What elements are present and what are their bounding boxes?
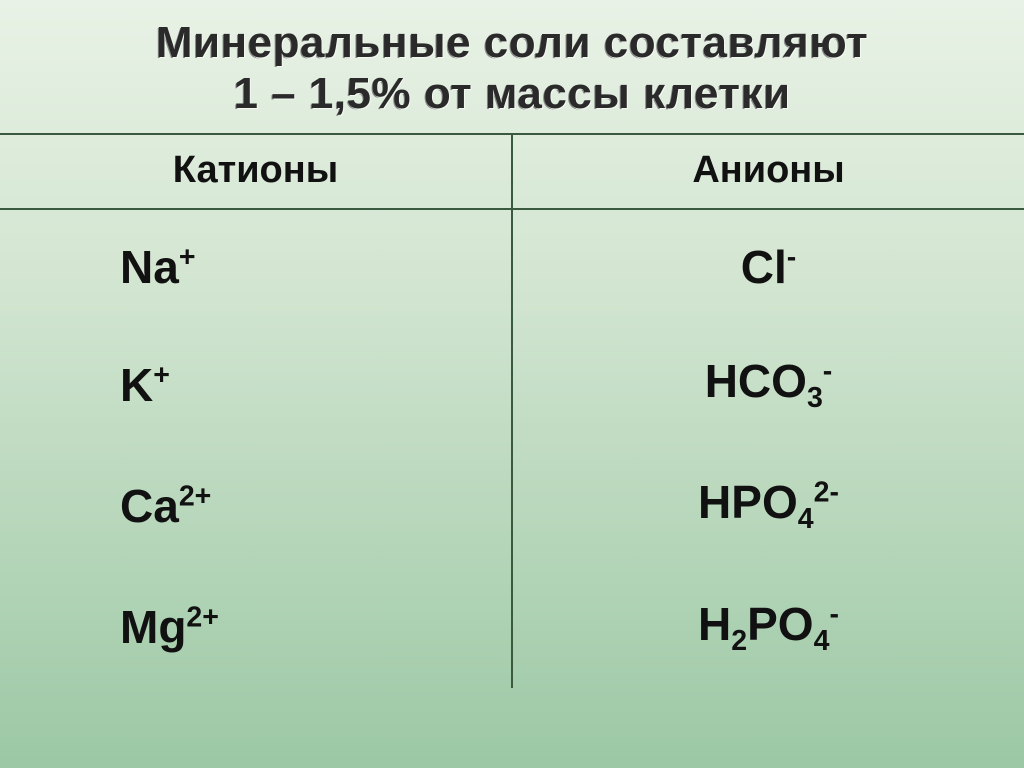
anion-cell: H2PO4- (512, 567, 1024, 688)
anion-cell: Cl- (512, 209, 1024, 324)
formula-charge: 2- (814, 477, 839, 509)
formula-sub: 4 (814, 625, 830, 657)
formula-charge: + (153, 359, 170, 391)
formula-mid: PO (747, 598, 813, 650)
slide-title: Минеральные соли составляют 1 – 1,5% от … (0, 0, 1024, 133)
title-line-1: Минеральные соли составляют (156, 18, 868, 67)
col-header-anions: Анионы (512, 134, 1024, 209)
table-row: Na+ Cl- (0, 209, 1024, 324)
table-header-row: Катионы Анионы (0, 134, 1024, 209)
formula-charge: 2+ (186, 602, 219, 634)
title-line-2: 1 – 1,5% от массы клетки (233, 69, 790, 118)
slide: Минеральные соли составляют 1 – 1,5% от … (0, 0, 1024, 768)
formula-sub: 3 (807, 382, 823, 414)
table-row: Mg2+ H2PO4- (0, 567, 1024, 688)
formula-sub: 2 (731, 625, 747, 657)
formula-charge: - (787, 242, 797, 274)
formula-charge: - (829, 598, 839, 630)
cation-cell: Na+ (0, 209, 512, 324)
formula-charge: - (823, 356, 833, 388)
cation-cell: Mg2+ (0, 567, 512, 688)
col-header-cations: Катионы (0, 134, 512, 209)
formula-charge: + (179, 242, 196, 274)
formula-base: Ca (120, 480, 179, 532)
anion-cell: HCO3- (512, 324, 1024, 445)
formula-base: H (698, 598, 731, 650)
formula-charge: 2+ (179, 481, 212, 513)
cation-cell: Ca2+ (0, 445, 512, 566)
formula-base: Cl (741, 241, 787, 293)
table-row: Ca2+ HPO42- (0, 445, 1024, 566)
cation-cell: K+ (0, 324, 512, 445)
formula-base: K (120, 359, 153, 411)
table-row: K+ HCO3- (0, 324, 1024, 445)
formula-sub: 4 (798, 504, 814, 536)
formula-base: Mg (120, 601, 186, 653)
formula-base: HPO (698, 476, 798, 528)
anion-cell: HPO42- (512, 445, 1024, 566)
formula-base: Na (120, 241, 179, 293)
formula-base: HCO (705, 355, 807, 407)
ions-table: Катионы Анионы Na+ Cl- K+ HCO3- (0, 133, 1024, 688)
